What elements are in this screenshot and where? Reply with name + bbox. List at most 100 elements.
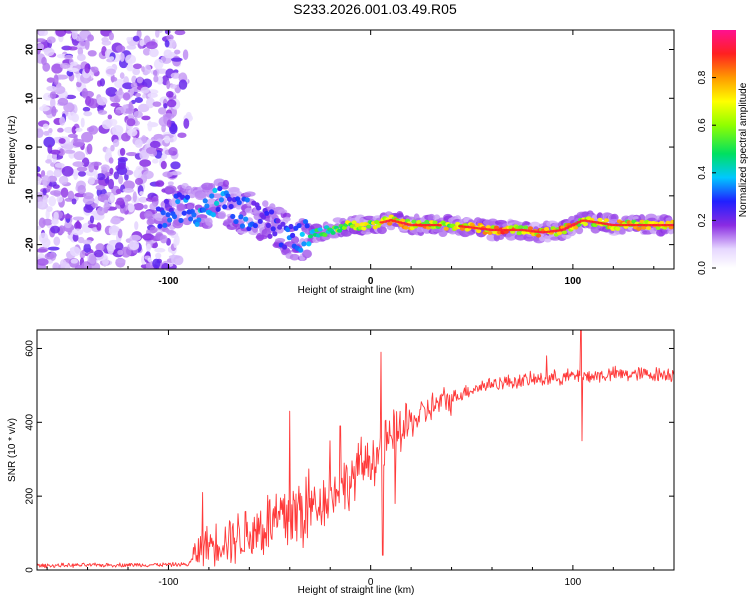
spectrogram-noise-cell — [139, 191, 144, 196]
spectrogram-noise-cell — [58, 148, 66, 156]
spectrogram-ridge-cell — [280, 221, 286, 227]
spectrogram-noise-cell — [119, 52, 125, 62]
spectrogram-noise-cell — [70, 258, 78, 264]
spectrogram-halo-cell — [149, 226, 158, 234]
spectrogram-noise-cell — [71, 125, 77, 135]
spectrogram-ridge-cell — [476, 229, 482, 234]
spectrogram-ridge-cell — [209, 193, 215, 199]
spectrogram-ridge-cell — [194, 221, 200, 227]
spectrogram-noise-cell — [43, 130, 50, 136]
spectrogram-noise-cell — [161, 262, 170, 269]
colorbar-tick-label: 0.0 — [697, 261, 708, 275]
spectrogram-noise-cell — [152, 101, 162, 107]
spectrogram-noise-cell — [46, 85, 57, 92]
spectrogram-noise-cell — [107, 114, 113, 120]
spectrogram-ridge-cell — [213, 200, 220, 206]
spectrogram-noise-cell — [132, 191, 137, 203]
spectrogram-ridge-cell — [218, 197, 225, 203]
spectrogram-noise-cell — [90, 202, 98, 209]
spectrogram-noise-cell — [155, 30, 160, 38]
spectrogram-noise-cell — [75, 127, 83, 133]
spectrogram-x-label: Height of straight line (km) — [298, 285, 415, 296]
spectrogram-noise-cell — [63, 102, 75, 113]
spectrogram-noise-cell — [96, 173, 106, 181]
spectrogram-noise-cell — [144, 64, 152, 75]
spectrogram-noise-cell — [110, 102, 120, 107]
spectrogram-ridge-cell — [301, 241, 307, 247]
spectrogram-noise-cell — [166, 99, 177, 108]
spectrogram-noise-cell — [77, 184, 86, 195]
spectrogram-noise-cell — [47, 246, 60, 251]
spectrogram-peak-cell — [567, 225, 573, 228]
spectrogram-noise-cell — [71, 30, 78, 40]
spectrogram-noise-cell — [96, 222, 102, 231]
spectrogram-noise-cell — [134, 139, 143, 148]
spectrogram-noise-cell — [156, 68, 168, 74]
spectrogram-ridge-cell — [270, 226, 276, 232]
spectrogram-noise-cell — [109, 167, 114, 175]
spectrogram-ridge-cell — [236, 199, 242, 206]
snr-y-tick-label: 600 — [25, 340, 36, 357]
spectrogram-halo-cell — [176, 204, 187, 211]
spectrogram-halo-cell — [290, 236, 300, 245]
spectrogram-noise-cell — [37, 38, 46, 43]
spectrogram-noise-cell — [59, 116, 66, 126]
spectrogram-noise-cell — [120, 246, 132, 258]
colorbar-tick-label: 0.6 — [697, 118, 708, 132]
spectrogram-noise-cell — [182, 49, 189, 61]
spectrogram-ridge-cell — [267, 233, 273, 239]
spectrogram-noise-cell — [108, 157, 114, 164]
colorbar-ticks: 0.0 0.2 0.4 0.6 0.8 — [697, 70, 716, 275]
spectrogram-noise-cell — [50, 97, 56, 109]
spectrogram-ridge-cell — [597, 217, 603, 222]
spectrogram-noise-cell — [53, 169, 62, 178]
spectrogram-noise-cell — [122, 92, 131, 101]
spectrogram-noise-cell — [71, 198, 77, 205]
spectrogram-halo-cell — [244, 207, 253, 214]
spectrogram-noise-cell — [65, 94, 77, 100]
spectrogram-noise-cell — [53, 236, 61, 246]
spectrogram-noise-cell — [118, 175, 124, 185]
spectrogram-noise-cell — [153, 75, 159, 83]
spectrogram-noise-cell — [173, 237, 178, 249]
spectrogram-peak-cell — [564, 226, 570, 230]
spectrogram-noise-cell — [170, 161, 181, 170]
spectrogram-noise-cell — [143, 204, 148, 210]
spectrogram-noise-cell — [41, 175, 51, 186]
spectrogram-noise-cell — [83, 243, 91, 253]
spectrogram-halo-cell — [277, 209, 288, 214]
spectrogram-ridge-cell — [645, 225, 652, 230]
spectrogram-noise-cell — [133, 202, 144, 211]
spectrogram-noise-cell — [71, 228, 84, 236]
spectrogram-noise-cell — [83, 204, 94, 213]
spectrogram-ridge-cell — [556, 231, 563, 236]
spectrogram-noise-cell — [145, 97, 155, 109]
spectrogram-noise-cell — [90, 161, 102, 166]
spectrogram-ridge-cell — [175, 198, 181, 205]
spectrogram-noise-cell — [113, 171, 120, 180]
spectrogram-ridge-cell — [196, 217, 202, 223]
spectrogram-peak-cell — [670, 223, 674, 227]
spectrogram-noise-cell — [57, 97, 69, 106]
spectrogram-halo-cell — [667, 228, 674, 235]
spectrogram-noise-cell — [115, 45, 126, 53]
spectrogram-noise-cell — [147, 92, 158, 98]
spectrogram-noise-cell — [177, 132, 187, 138]
spectrogram-ridge-cell — [275, 218, 281, 224]
spectrogram-noise-cell — [46, 77, 55, 83]
spectrogram-noise-cell — [81, 131, 94, 143]
spectrogram-noise-cell — [51, 63, 63, 74]
spectrogram-noise-cell — [37, 248, 48, 253]
spectrogram-ridge-cell — [336, 228, 343, 233]
spectrogram-noise-cell — [41, 56, 47, 66]
spectrogram-ridge-cell — [252, 223, 258, 229]
spectrogram-ridge-cell — [257, 218, 263, 224]
spectrogram-noise-cell — [85, 96, 92, 105]
spectrogram-noise-cell — [149, 140, 161, 149]
spectrogram-ridge-cell — [288, 223, 294, 230]
spectrogram-x-tick-label: -100 — [158, 276, 178, 287]
spectrogram-ridge-cell — [535, 233, 542, 238]
spectrogram-noise-cell — [73, 170, 79, 181]
spectrogram-peak-cell — [576, 220, 582, 224]
